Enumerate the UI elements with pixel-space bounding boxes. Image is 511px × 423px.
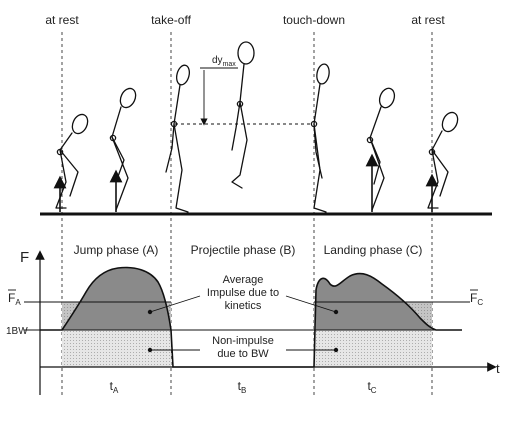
figure-crouch-right bbox=[425, 111, 459, 212]
figure-touch-down bbox=[310, 63, 330, 213]
y-axis-label: F bbox=[20, 249, 29, 266]
duration-label-b: tB bbox=[238, 379, 247, 395]
fa-label: FA bbox=[8, 291, 21, 307]
figure-take-off bbox=[165, 64, 190, 213]
figure-landing bbox=[365, 87, 396, 212]
duration-label-c: tC bbox=[367, 379, 376, 395]
nonimpulse-area-a bbox=[62, 330, 171, 367]
label-touch-down: touch-down bbox=[283, 13, 345, 27]
dy-max-indicator: dymax bbox=[175, 55, 312, 126]
impulse-area-jump bbox=[62, 267, 171, 330]
nonimpulse-text-line1: Non-impulse bbox=[212, 335, 274, 347]
nonimpulse-text-line2: due to BW bbox=[217, 348, 269, 360]
nonimpulse-area-c bbox=[314, 330, 432, 367]
annotation-leaders bbox=[147, 295, 339, 353]
label-take-off: take-off bbox=[151, 13, 191, 27]
x-axis-label: t bbox=[496, 361, 500, 376]
impulse-text-line3: kinetics bbox=[225, 300, 262, 312]
bw-label: 1BW bbox=[6, 326, 28, 337]
figure-crouch-left bbox=[53, 113, 89, 212]
label-at-rest-right: at rest bbox=[411, 13, 445, 27]
label-at-rest-left: at rest bbox=[45, 13, 79, 27]
figure-rising bbox=[109, 87, 137, 212]
force-curve bbox=[40, 266, 462, 368]
phase-label-landing: Landing phase (C) bbox=[324, 243, 423, 257]
impulse-text-line1: Average bbox=[223, 274, 264, 286]
phase-label-jump: Jump phase (A) bbox=[74, 243, 159, 257]
phase-label-projectile: Projectile phase (B) bbox=[191, 243, 296, 257]
dy-max-label: dymax bbox=[212, 55, 236, 68]
duration-label-a: tA bbox=[110, 379, 119, 395]
fc-label: FC bbox=[470, 291, 483, 307]
impulse-text-line2: Impulse due to bbox=[207, 287, 279, 299]
figure-apex bbox=[231, 41, 255, 189]
